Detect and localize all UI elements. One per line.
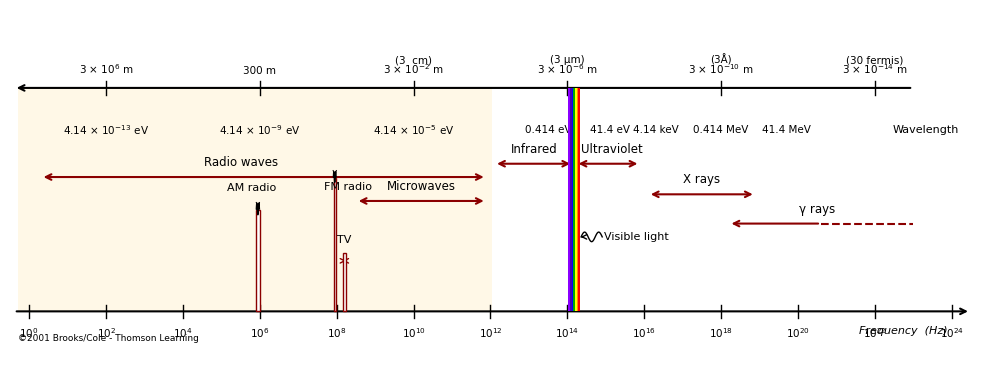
Bar	[577, 88, 578, 311]
Text: $10^{16}$: $10^{16}$	[632, 326, 656, 340]
Text: $10^{20}$: $10^{20}$	[786, 326, 810, 340]
Bar	[343, 253, 346, 311]
Text: (3 μm): (3 μm)	[550, 55, 585, 65]
Text: $10^{12}$: $10^{12}$	[479, 326, 502, 340]
Bar	[334, 178, 336, 311]
Text: $10^{18}$: $10^{18}$	[709, 326, 733, 340]
Text: $10^{8}$: $10^{8}$	[327, 326, 346, 340]
Text: (3  cm): (3 cm)	[395, 55, 432, 65]
Text: 4.14 × 10$^{-5}$ eV: 4.14 × 10$^{-5}$ eV	[373, 124, 454, 137]
Text: Ultraviolet: Ultraviolet	[581, 143, 642, 156]
Text: 3 × 10$^6$ m: 3 × 10$^6$ m	[79, 62, 133, 76]
Text: $10^{10}$: $10^{10}$	[402, 326, 426, 340]
Text: $10^{4}$: $10^{4}$	[173, 326, 193, 340]
Text: 41.4 eV: 41.4 eV	[590, 125, 630, 135]
Bar	[570, 88, 572, 311]
Bar	[18, 88, 492, 311]
Text: Frequency  (Hz): Frequency (Hz)	[859, 326, 948, 336]
Text: Visible light: Visible light	[604, 232, 669, 242]
Text: FM radio: FM radio	[324, 182, 372, 192]
Text: γ rays: γ rays	[799, 203, 835, 215]
Text: $10^{0}$: $10^{0}$	[19, 326, 39, 340]
Text: Infrared: Infrared	[511, 143, 558, 156]
Text: Radio waves: Radio waves	[204, 156, 278, 169]
Text: ©2001 Brooks/Cole - Thomson Learning: ©2001 Brooks/Cole - Thomson Learning	[18, 334, 199, 343]
Bar	[575, 88, 577, 311]
Text: $10^{2}$: $10^{2}$	[97, 326, 116, 340]
Text: 4.14 keV: 4.14 keV	[633, 125, 679, 135]
Text: X rays: X rays	[683, 174, 720, 186]
Text: $10^{24}$: $10^{24}$	[940, 326, 964, 340]
Text: 0.414 MeV: 0.414 MeV	[693, 125, 749, 135]
Text: 4.14 × 10$^{-9}$ eV: 4.14 × 10$^{-9}$ eV	[219, 124, 301, 137]
Text: 0.414 eV: 0.414 eV	[525, 125, 571, 135]
Text: (30 fermis): (30 fermis)	[846, 55, 903, 65]
Bar	[572, 88, 573, 311]
Text: 3 × 10$^{-14}$ m: 3 × 10$^{-14}$ m	[842, 62, 907, 76]
Text: $10^{6}$: $10^{6}$	[250, 326, 270, 340]
Bar	[568, 88, 570, 311]
Text: 3 × 10$^{-6}$ m: 3 × 10$^{-6}$ m	[537, 62, 598, 76]
Text: 41.4 MeV: 41.4 MeV	[762, 125, 811, 135]
Text: AM radio: AM radio	[227, 183, 277, 193]
Bar	[578, 88, 580, 311]
Text: Wavelength: Wavelength	[893, 125, 959, 135]
Text: 4.14 × 10$^{-13}$ eV: 4.14 × 10$^{-13}$ eV	[63, 124, 149, 137]
Text: 300 m: 300 m	[243, 66, 276, 76]
Text: $10^{14}$: $10^{14}$	[555, 326, 579, 340]
Bar	[256, 210, 260, 311]
Text: 3 × 10$^{-2}$ m: 3 × 10$^{-2}$ m	[383, 62, 444, 76]
Text: Microwaves: Microwaves	[387, 180, 456, 193]
Text: TV: TV	[337, 235, 352, 245]
Bar	[573, 88, 575, 311]
Text: (3Å): (3Å)	[710, 54, 732, 65]
Text: $10^{22}$: $10^{22}$	[863, 326, 887, 340]
Text: 3 × 10$^{-10}$ m: 3 × 10$^{-10}$ m	[688, 62, 754, 76]
